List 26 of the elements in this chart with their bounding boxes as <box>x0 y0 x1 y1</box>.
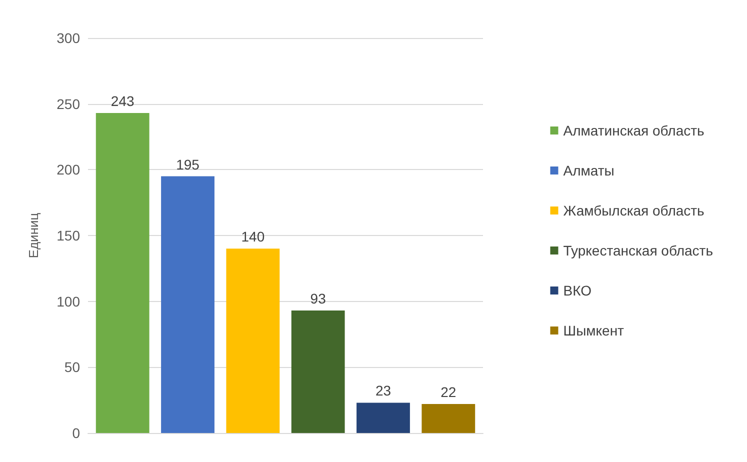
bar <box>291 310 345 433</box>
data-label: 93 <box>310 290 326 307</box>
bar <box>226 248 280 433</box>
data-label: 140 <box>241 228 265 245</box>
legend-label: Алматы <box>563 162 614 178</box>
bar <box>356 402 410 433</box>
y-tick-label: 50 <box>64 359 80 376</box>
data-label: 195 <box>176 156 200 172</box>
data-label: 23 <box>375 382 392 399</box>
y-tick-label: 150 <box>56 228 80 244</box>
bar <box>96 113 150 433</box>
bar <box>422 404 476 433</box>
legend-label: Шымкент <box>563 322 625 338</box>
y-tick-label: 0 <box>72 425 80 441</box>
y-tick-label: 250 <box>56 96 80 112</box>
legend-label: ВКО <box>563 282 592 298</box>
y-axis-title: Единиц <box>26 212 41 258</box>
bar <box>161 176 214 433</box>
y-tick-label: 200 <box>56 162 80 178</box>
data-label: 243 <box>110 93 134 110</box>
legend-label: Жамбылская область <box>563 202 704 218</box>
legend-label: Алматинская область <box>563 122 704 138</box>
y-tick-label: 100 <box>56 293 80 310</box>
y-tick-label: 300 <box>56 30 80 46</box>
data-label: 22 <box>440 384 456 400</box>
legend-label: Туркестанская область <box>563 242 714 258</box>
